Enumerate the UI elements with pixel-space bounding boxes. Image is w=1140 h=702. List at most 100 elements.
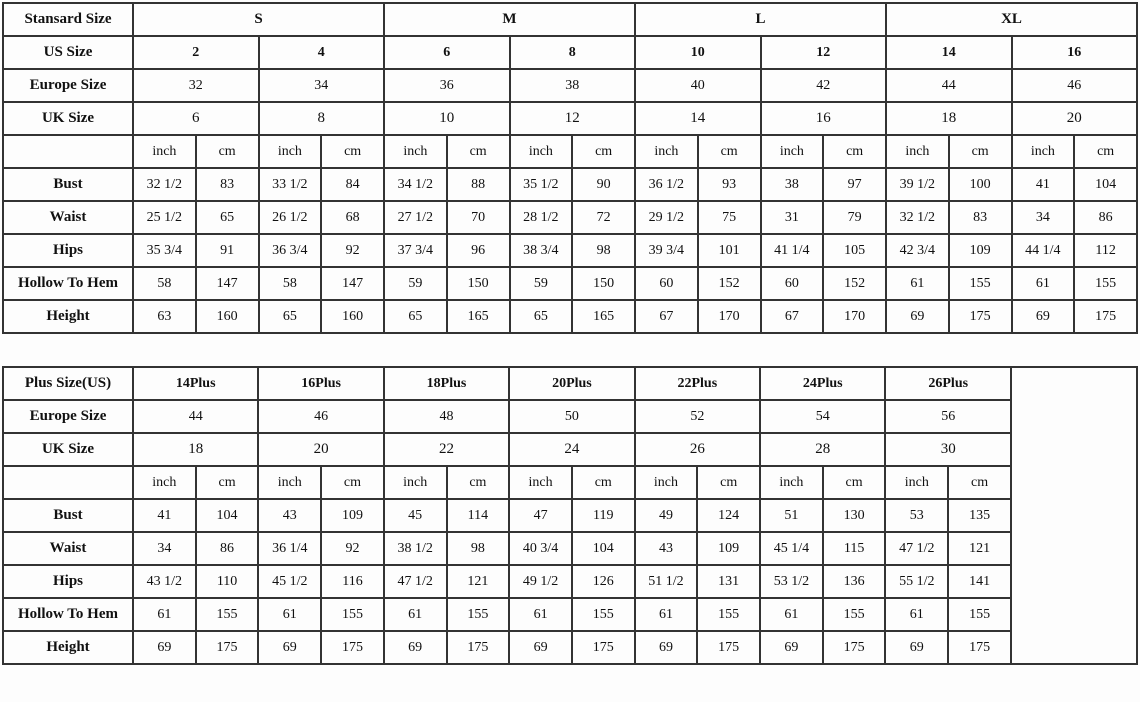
size-cell: 47 1/2 [884, 531, 950, 566]
size-cell: 44 [885, 68, 1013, 103]
size-cell: 175 [570, 630, 636, 665]
size-cell: 109 [696, 531, 762, 566]
size-cell: 90 [571, 167, 636, 202]
size-cell: 175 [821, 630, 887, 665]
size-cell: 20Plus [508, 366, 636, 401]
size-cell: inch [759, 465, 824, 500]
size-cell: 165 [571, 299, 636, 334]
size-cell: 104 [570, 531, 636, 566]
size-cell: 86 [194, 531, 260, 566]
size-cell: 69 [1010, 299, 1076, 334]
size-cell: cm [947, 134, 1013, 169]
size-cell: 63 [132, 299, 197, 334]
size-cell: 68 [320, 200, 385, 235]
size-cell: 104 [194, 498, 260, 533]
row-label-cell: Europe Size [2, 399, 134, 434]
size-cell: 20 [257, 432, 385, 467]
size-cell: 170 [696, 299, 762, 334]
size-cell: 39 3/4 [634, 233, 699, 268]
row-label-cell: US Size [2, 35, 134, 70]
size-cell: 155 [320, 597, 385, 632]
size-cell: 40 3/4 [508, 531, 573, 566]
size-cell: inch [508, 134, 574, 169]
size-cell: 152 [696, 266, 762, 301]
size-cell: 126 [570, 564, 636, 599]
size-cell: 116 [320, 564, 385, 599]
size-cell: 152 [822, 266, 887, 301]
size-cell: 8 [508, 35, 636, 70]
size-cell: 65 [257, 299, 323, 334]
size-cell: 61 [132, 597, 197, 632]
size-cell: 79 [822, 200, 887, 235]
size-cell: 35 3/4 [132, 233, 197, 268]
size-cell: 91 [194, 233, 260, 268]
row-label-cell: Bust [2, 167, 134, 202]
row-label-cell: Height [2, 299, 134, 334]
size-cell: 155 [821, 597, 887, 632]
size-cell: 53 1/2 [759, 564, 824, 599]
size-cell: cm [445, 465, 511, 500]
size-cell: 38 [508, 68, 636, 103]
size-cell: cm [194, 134, 260, 169]
size-cell: 26 1/2 [257, 200, 323, 235]
size-cell: 60 [759, 266, 825, 301]
size-cell: 160 [194, 299, 260, 334]
size-cell: 37 3/4 [383, 233, 448, 268]
size-cell: 72 [571, 200, 636, 235]
size-cell: 18 [131, 432, 260, 467]
size-cell: 69 [885, 299, 950, 334]
row-label-cell: Hips [2, 564, 134, 599]
table-row: Plus Size(US) 14Plus 16Plus 18Plus 20Plus 22P… [2, 366, 1138, 665]
size-cell: 93 [696, 167, 762, 202]
size-cell: 46 [257, 399, 385, 434]
size-cell: 49 1/2 [508, 564, 573, 599]
table-row: Bust 41 104 43 109 45 114 47 119 49 124 51 130 53 135 [2, 498, 1137, 533]
size-cell: 30 [884, 432, 1012, 467]
size-cell: inch [132, 465, 197, 500]
size-cell: 38 1/2 [382, 531, 448, 566]
size-cell: 155 [696, 597, 762, 632]
size-cell: 83 [947, 200, 1013, 235]
size-cell: 86 [1073, 200, 1138, 235]
row-label-cell: Plus Size(US) [2, 366, 134, 401]
size-cell: 155 [445, 597, 511, 632]
size-cell: 124 [696, 498, 762, 533]
size-cell: 45 1/4 [759, 531, 824, 566]
size-cell: 61 [633, 597, 699, 632]
size-cell: 147 [320, 266, 385, 301]
size-cell: 155 [947, 266, 1013, 301]
size-cell: 43 1/2 [132, 564, 197, 599]
size-cell: 45 [382, 498, 448, 533]
table-row: Waist 34 86 36 1/4 92 38 1/2 98 40 3/4 104 43 109 4… [2, 531, 1137, 566]
size-cell: 14Plus [131, 366, 260, 401]
size-cell: 50 [508, 399, 636, 434]
size-cell: 8 [257, 101, 385, 136]
size-cell: 105 [822, 233, 887, 268]
size-cell: 49 [633, 498, 699, 533]
size-cell: 121 [445, 564, 511, 599]
size-cell: inch [132, 134, 197, 169]
plus-size-table: Plus Size(US) 14Plus 16Plus 18Plus 20Plus 22P… [2, 366, 1138, 665]
size-cell: 51 1/2 [633, 564, 699, 599]
table-row: Bust 32 1/2 83 33 1/2 84 34 1/2 88 35 1/2 90 36 1… [2, 167, 1138, 202]
size-cell: 46 [1010, 68, 1138, 103]
size-cell: cm [947, 465, 1012, 500]
size-cell: 155 [1073, 266, 1138, 301]
size-cell: 39 1/2 [885, 167, 950, 202]
size-cell: 155 [194, 597, 260, 632]
size-cell: 69 [382, 630, 448, 665]
size-cell: 43 [633, 531, 699, 566]
size-cell: inch [634, 134, 699, 169]
size-cell: 41 1/4 [759, 233, 825, 268]
size-cell: 20 [1010, 101, 1138, 136]
row-label-cell [2, 465, 134, 500]
size-cell: 59 [508, 266, 574, 301]
size-cell: 48 [382, 399, 511, 434]
size-cell: 136 [821, 564, 887, 599]
size-cell: 160 [320, 299, 385, 334]
size-cell: 97 [822, 167, 887, 202]
size-cell: 31 [759, 200, 825, 235]
row-label-cell: Waist [2, 531, 134, 566]
table-row: Stansard Size S M L XL [2, 2, 1138, 37]
row-label-cell: Hollow To Hem [2, 597, 134, 632]
